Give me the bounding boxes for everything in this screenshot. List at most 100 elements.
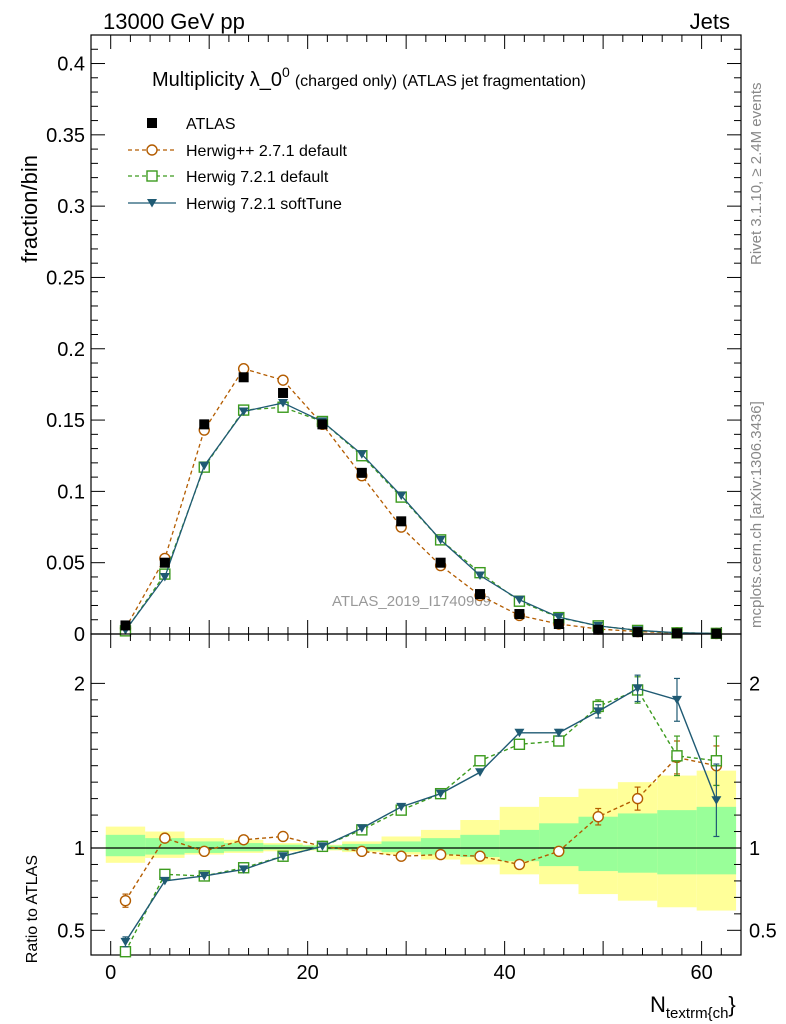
main-point-softtune [396, 491, 407, 501]
main-ytick-label: 0.3 [57, 196, 85, 218]
ratio-point-herwigpp [198, 845, 210, 857]
ratio-point-herwigpp [159, 832, 171, 844]
ratio-point-herwigpp [553, 845, 565, 857]
band-inner [499, 829, 540, 862]
ratio-ytick-label-right: 0.5 [749, 920, 777, 942]
plot-title: Multiplicity λ_00 (charged only) (ATLAS je… [152, 64, 586, 91]
ratio-point-softtune [238, 865, 249, 874]
ratio-ylabel: Ratio to ATLAS [24, 855, 41, 963]
main-panel: 0 0.05 0.1 0.15 0.2 0.25 0.3 0.35 0.4 fraction/b… [17, 34, 742, 646]
main-point-atlas [435, 557, 446, 568]
main-ytick-label: 0.15 [46, 410, 85, 432]
ratio-xlabel: Ntextrm{ch} [650, 992, 736, 1022]
main-point-atlas [514, 609, 525, 620]
ratio-point-herwigpp [356, 845, 368, 857]
ratio-point-softtune [593, 707, 604, 716]
main-point-softtune [553, 613, 564, 622]
band-inner [145, 838, 185, 855]
legend-item-softtune: Herwig 7.2.1 softTune [128, 196, 342, 213]
band-inner [381, 841, 421, 853]
header-right: Jets [690, 9, 730, 34]
main-point-atlas [238, 372, 249, 383]
ratio-line-herwig721 [124, 689, 717, 953]
band-inner [263, 844, 303, 850]
ratio-point-softtune [120, 937, 131, 947]
legend-label-atlas: ATLAS [186, 116, 236, 133]
main-ytick-label: 0.2 [57, 339, 85, 361]
main-point-softtune [356, 450, 367, 459]
ratio-point-softtune [278, 852, 289, 861]
ratio-line-herwigpp [124, 756, 717, 902]
legend: ATLAS Herwig++ 2.7.1 default Herwig 7.2.1 … [128, 116, 348, 213]
ratio-xtick-label: 20 [297, 962, 319, 984]
main-point-atlas [671, 628, 682, 639]
main-point-atlas [553, 619, 564, 630]
main-point-atlas [356, 467, 367, 478]
ratio-point-herwig721 [553, 735, 565, 747]
ratio-point-softtune [356, 824, 367, 833]
legend-label-herwigpp: Herwig++ 2.7.1 default [186, 143, 348, 160]
main-series-group [119, 363, 723, 640]
legend-marker-herwigpp [146, 144, 158, 156]
main-line-softtune [124, 402, 717, 635]
ratio-point-herwigpp [434, 848, 447, 861]
band-inner [578, 816, 618, 872]
header-left: 13000 GeV pp [103, 9, 245, 34]
ratio-xtick-label: 60 [690, 962, 712, 984]
ratio-point-herwigpp [237, 834, 250, 846]
ratio-xtick-label: 40 [494, 962, 516, 984]
main-point-atlas [475, 589, 486, 600]
main-point-softtune [159, 572, 170, 582]
ratio-line-softtune [124, 687, 718, 943]
legend-label-softtune: Herwig 7.2.1 softTune [186, 196, 342, 213]
band-inner [539, 823, 579, 867]
main-point-atlas [159, 557, 170, 568]
ratio-ytick-label: 1 [74, 838, 85, 860]
rivet-version-label: Rivet 3.1.10, ≥ 2.4M events [748, 83, 765, 266]
band-inner [617, 813, 658, 873]
ratio-series-group [119, 674, 723, 958]
plot-title-main: Multiplicity λ_0 [152, 69, 282, 91]
main-point-atlas [278, 387, 289, 398]
main-point-atlas [317, 419, 328, 430]
legend-marker-atlas [147, 118, 157, 128]
ratio-ytick-label-right: 2 [749, 673, 760, 695]
legend-marker-herwig721 [146, 170, 158, 182]
ratio-point-herwig721 [513, 738, 526, 750]
ratio-point-herwigpp [631, 792, 644, 805]
legend-item-atlas: ATLAS [147, 116, 236, 133]
band-inner [420, 838, 461, 855]
ratio-point-softtune [199, 871, 210, 881]
main-point-softtune [514, 595, 525, 605]
ratio-point-softtune [435, 789, 446, 799]
band-inner [657, 810, 697, 875]
ratio-point-herwig721 [474, 755, 486, 767]
ratio-point-herwigpp [119, 894, 132, 907]
ratio-ytick-label: 2 [74, 673, 85, 695]
main-ytick-label: 0.05 [46, 553, 85, 575]
ratio-point-softtune [553, 728, 564, 738]
main-point-softtune [475, 571, 486, 581]
ratio-point-herwig721 [119, 946, 132, 958]
main-line-herwigpp [124, 367, 717, 635]
ratio-uncertainty-bands [91, 770, 741, 911]
main-point-softtune [238, 407, 249, 417]
ratio-point-herwig721 [671, 750, 683, 762]
main-point-atlas [120, 620, 131, 631]
ratio-xtick-label: 0 [105, 962, 116, 984]
main-ytick-label: 0.4 [57, 54, 85, 76]
ratio-xlabel-sub: textrm{ch [666, 1005, 729, 1022]
main-axes: 0 0.05 0.1 0.15 0.2 0.25 0.3 0.35 0.4 [46, 34, 742, 646]
mcplots-label: mcplots.cern.ch [arXiv:1306.3436] [748, 401, 765, 628]
ratio-panel: 0.5 0.51 12 20 20 40 60 Ratio to ATLAS Ntextrm… [24, 633, 777, 1022]
ratio-frame [90, 633, 742, 956]
ratio-point-softtune [514, 728, 525, 738]
plot-title-sup: 0 [282, 64, 290, 80]
ratio-point-softtune [475, 768, 486, 777]
ratio-xlabel-tail: } [728, 992, 735, 1017]
ratio-point-softtune [317, 842, 328, 851]
main-point-atlas [396, 516, 407, 527]
ratio-point-herwigpp [395, 850, 407, 862]
main-ylabel: fraction/bin [17, 155, 42, 263]
ratio-point-softtune [671, 695, 682, 705]
